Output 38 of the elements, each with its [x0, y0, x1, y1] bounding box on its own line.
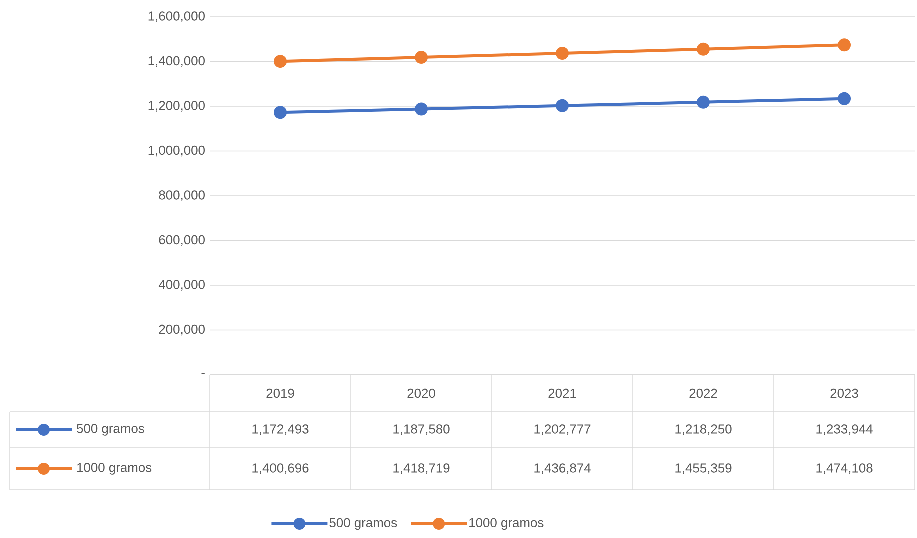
data-label: 1,418,719	[394, 464, 450, 474]
data-label: 1,202,777	[534, 424, 591, 436]
data-label: 1,455,359	[676, 464, 732, 474]
y-tick-label: 1,000,000	[148, 146, 205, 157]
point	[838, 92, 852, 106]
data-label: 1,218,250	[676, 424, 732, 436]
y-tick-label: 800,000	[159, 190, 205, 202]
data-label: 1,187,580	[394, 424, 450, 436]
x-tick-label: 2020	[408, 388, 436, 398]
point	[556, 46, 570, 60]
y-tick-label: 1,600,000	[148, 12, 205, 22]
y-tick-label: 600,000	[159, 235, 205, 246]
point	[274, 55, 288, 68]
data-label: 1,474,108	[816, 464, 873, 474]
y-tick-label: 400,000	[158, 280, 205, 291]
x-tick-label: 2021	[548, 388, 576, 398]
point	[697, 96, 710, 109]
data-label: 1,400,696	[252, 464, 309, 474]
legend-label: 500 gramos	[77, 424, 144, 436]
x-tick-label: 2022	[690, 388, 718, 398]
point	[274, 106, 288, 120]
point	[697, 42, 710, 56]
y-tick-label: -	[202, 373, 205, 374]
data-label: 1,436,874	[534, 464, 591, 474]
data-label: 1,172,493	[252, 424, 309, 436]
point	[415, 102, 428, 116]
text: 1000 gramos	[470, 518, 544, 530]
text: 500 gramos	[330, 518, 398, 530]
data-label: 1,233,944	[816, 424, 873, 436]
x-tick-label: 2023	[830, 388, 858, 398]
y-tick-label: 200,000	[159, 324, 205, 336]
x-tick-label: 2019	[266, 388, 294, 398]
point	[556, 99, 570, 112]
y-tick-label: 1,200,000	[148, 101, 205, 112]
point	[415, 51, 428, 64]
point	[838, 38, 852, 52]
legend-label: 1000 gramos	[78, 463, 152, 475]
y-tick-label: 1,400,000	[148, 56, 205, 68]
